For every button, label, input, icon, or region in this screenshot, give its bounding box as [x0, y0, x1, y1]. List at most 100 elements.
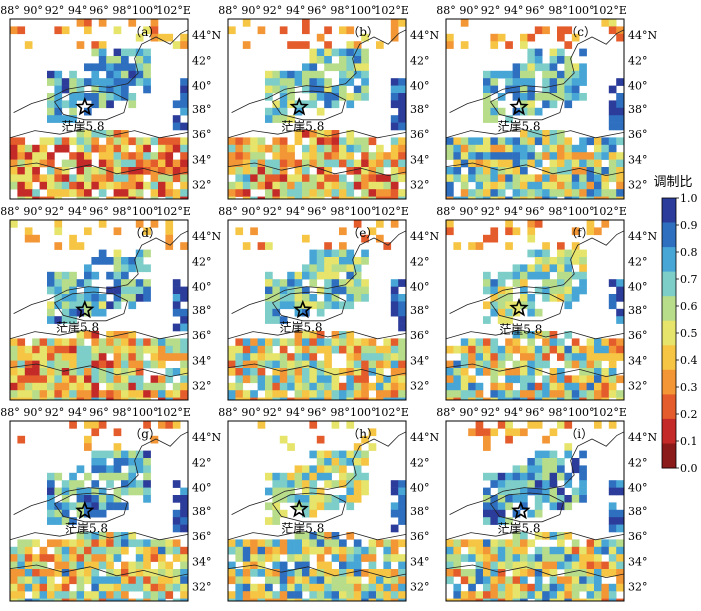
raster-cell — [272, 591, 281, 599]
raster-cell — [512, 338, 521, 347]
raster-cell — [390, 353, 399, 361]
raster-cell — [24, 360, 33, 369]
raster-cell — [165, 181, 174, 190]
raster-cell — [346, 554, 355, 562]
raster-cell — [368, 443, 377, 451]
raster-cell — [331, 458, 340, 466]
raster-cell — [601, 167, 610, 175]
raster-cell — [316, 375, 325, 384]
raster-cell — [505, 152, 513, 160]
raster-cell — [383, 152, 392, 160]
raster-cell — [272, 397, 281, 400]
raster-cell — [272, 546, 281, 555]
raster-cell — [272, 502, 281, 511]
raster-cell — [24, 174, 33, 183]
raster-cell — [128, 48, 137, 57]
y-tick-label: 32° — [192, 380, 212, 393]
raster-cell — [180, 144, 188, 153]
y-tick-label: 42° — [192, 456, 212, 469]
raster-cell — [10, 375, 18, 384]
raster-cell — [579, 63, 587, 72]
raster-cell — [331, 368, 340, 376]
raster-cell — [520, 539, 528, 548]
raster-cell — [361, 397, 369, 400]
raster-cell — [353, 397, 362, 400]
raster-cell — [54, 591, 63, 599]
raster-cell — [520, 181, 528, 190]
raster-cell — [150, 576, 159, 585]
raster-cell — [279, 189, 288, 197]
raster-cell — [32, 382, 40, 391]
raster-cell — [309, 85, 318, 94]
raster-cell — [113, 375, 122, 384]
raster-cell — [594, 382, 602, 391]
raster-cell — [497, 583, 506, 592]
raster-cell — [390, 279, 399, 287]
raster-cell — [608, 100, 617, 109]
raster-cell — [294, 301, 303, 310]
raster-cell — [24, 390, 33, 398]
raster-cell — [135, 220, 144, 228]
raster-cell — [339, 144, 347, 153]
raster-cell — [39, 375, 48, 384]
raster-cell — [265, 301, 273, 310]
raster-cell — [346, 294, 355, 302]
raster-cell — [446, 174, 454, 183]
raster-cell — [520, 591, 528, 599]
raster-cell — [47, 70, 55, 79]
raster-cell — [309, 301, 318, 310]
raster-cell — [165, 189, 174, 197]
raster-cell — [228, 159, 236, 168]
raster-cell — [279, 70, 288, 79]
raster-cell — [287, 353, 295, 361]
raster-cell — [542, 279, 550, 287]
raster-cell — [616, 181, 624, 190]
raster-cell — [287, 495, 295, 503]
raster-cell — [76, 598, 85, 601]
raster-cell — [316, 561, 325, 570]
raster-cell — [505, 554, 513, 562]
raster-cell — [520, 279, 528, 287]
raster-cell — [150, 345, 159, 354]
raster-cell — [564, 480, 573, 488]
panel-label: （e） — [347, 226, 378, 240]
raster-cell — [294, 130, 303, 138]
raster-cell — [61, 569, 70, 577]
raster-cell — [302, 480, 310, 488]
raster-cell — [520, 368, 528, 376]
raster-cell — [150, 152, 159, 160]
raster-cell — [135, 189, 144, 197]
raster-cell — [135, 174, 144, 183]
raster-cell — [346, 360, 355, 369]
raster-cell — [497, 181, 506, 190]
boundary-lines — [228, 230, 406, 378]
epicenter-label: 茫崖5.8 — [281, 522, 324, 536]
raster-cell — [121, 137, 129, 146]
raster-cell — [235, 227, 244, 236]
raster-cell — [54, 85, 63, 94]
raster-cell — [324, 78, 332, 86]
raster-cell — [84, 546, 92, 555]
raster-cells — [228, 421, 406, 601]
raster-cell — [279, 353, 288, 361]
raster-cell — [10, 152, 18, 160]
raster-cell — [84, 591, 92, 599]
raster-cell — [608, 122, 617, 131]
raster-cell — [331, 301, 340, 310]
raster-cell — [39, 591, 48, 599]
raster-cell — [383, 375, 392, 384]
raster-cell — [579, 583, 587, 592]
raster-cell — [339, 63, 347, 72]
raster-cell — [143, 159, 151, 168]
raster-cell — [69, 137, 77, 146]
raster-cell — [287, 279, 295, 287]
raster-cell — [616, 152, 624, 160]
raster-cell — [10, 137, 18, 146]
raster-cell — [616, 107, 624, 116]
raster-cell — [54, 294, 63, 302]
x-tick-label: 94° — [504, 205, 524, 218]
raster-cell — [135, 360, 144, 369]
raster-cell — [460, 397, 469, 400]
raster-cell — [586, 554, 595, 562]
raster-cell — [549, 100, 558, 109]
